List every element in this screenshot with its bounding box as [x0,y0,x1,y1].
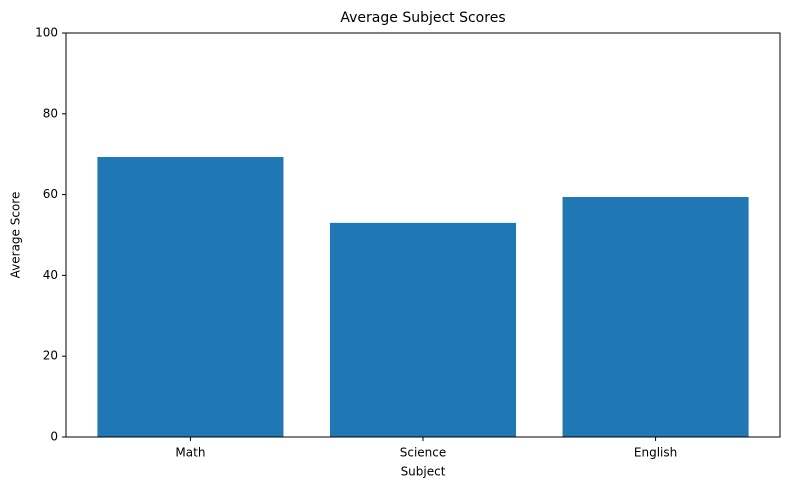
y-tick-label: 100 [35,26,58,40]
bar [329,222,517,437]
y-tick-label: 80 [43,106,58,120]
x-tick-label: Science [400,446,447,460]
y-tick-label: 60 [43,187,58,201]
y-axis-label: Average Score [9,192,23,279]
y-tick-label: 0 [50,430,58,444]
y-tick-label: 40 [43,268,58,282]
bar [97,157,284,437]
x-tick-label: Math [175,446,205,460]
bar [562,197,749,437]
plot-frame [65,32,781,438]
x-axis-label: Subject [401,465,446,479]
y-tick-label: 20 [43,349,58,363]
x-tick-label: English [634,446,677,460]
chart-title: Average Subject Scores [340,10,505,26]
